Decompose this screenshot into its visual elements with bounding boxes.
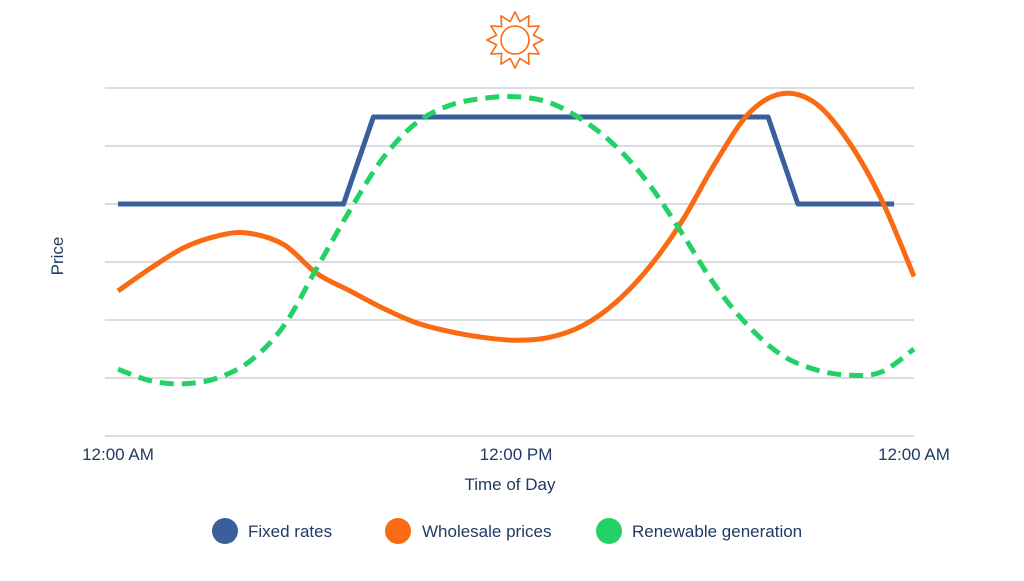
x-tick-label: 12:00 PM [480, 445, 553, 464]
legend-label: Renewable generation [632, 522, 802, 541]
gridlines [105, 87, 914, 437]
series-lines [116, 90, 917, 387]
series-line-renewable-generation [117, 93, 916, 387]
x-axis-title: Time of Day [464, 475, 556, 494]
legend-item: Fixed rates [212, 518, 332, 544]
legend-item: Renewable generation [596, 518, 802, 544]
series-line-wholesale-prices [116, 90, 917, 343]
legend-label: Fixed rates [248, 522, 332, 541]
legend-item: Wholesale prices [385, 518, 551, 544]
sun-rays [486, 11, 544, 69]
legend-swatch [212, 518, 238, 544]
legend: Fixed rates Wholesale prices Renewable gen… [212, 518, 802, 544]
legend-swatch [596, 518, 622, 544]
sun-disc [500, 25, 530, 55]
legend-swatch [385, 518, 411, 544]
x-axis-ticks: 12:00 AM 12:00 PM 12:00 AM [82, 445, 950, 464]
sun-icon [486, 11, 544, 69]
x-tick-label: 12:00 AM [878, 445, 950, 464]
series-line-fixed-rates [118, 114, 895, 207]
legend-label: Wholesale prices [422, 522, 551, 541]
x-tick-label: 12:00 AM [82, 445, 154, 464]
y-axis-title: Price [48, 237, 67, 276]
